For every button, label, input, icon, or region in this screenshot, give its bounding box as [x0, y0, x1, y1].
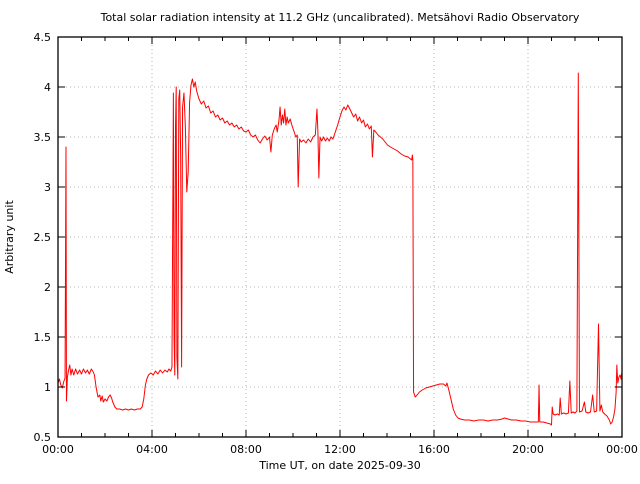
y-tick-label: 1.5 — [34, 331, 52, 344]
series-line-solar-flux-11.2GHz — [57, 72, 623, 426]
x-tick-label: 04:00 — [136, 443, 168, 456]
y-tick-label: 4 — [44, 81, 51, 94]
axis-ticks — [57, 36, 623, 438]
x-tick-label: 00:00 — [42, 443, 74, 456]
x-tick-label: 20:00 — [512, 443, 544, 456]
y-tick-label: 3 — [44, 181, 51, 194]
y-axis-label: Arbitrary unit — [3, 200, 16, 274]
x-tick-label: 08:00 — [230, 443, 262, 456]
data-series — [57, 72, 623, 426]
x-axis-label: Time UT, on date 2025-09-30 — [258, 459, 421, 472]
tick-labels: 00:00 04:00 08:00 12:00 16:00 20:00 00:000.511… — [34, 31, 638, 456]
y-tick-label: 1 — [44, 381, 51, 394]
plot-border — [57, 36, 623, 438]
x-tick-label: 00:00 — [606, 443, 638, 456]
chart-title: Total solar radiation intensity at 11.2 … — [100, 11, 580, 24]
x-tick-label: 12:00 — [324, 443, 356, 456]
y-tick-label: 2.5 — [34, 231, 52, 244]
y-tick-label: 0.5 — [34, 431, 52, 444]
grid-lines — [58, 37, 622, 437]
y-tick-label: 4.5 — [34, 31, 52, 44]
x-tick-label: 16:00 — [418, 443, 450, 456]
y-tick-label: 2 — [44, 281, 51, 294]
y-tick-label: 3.5 — [34, 131, 52, 144]
